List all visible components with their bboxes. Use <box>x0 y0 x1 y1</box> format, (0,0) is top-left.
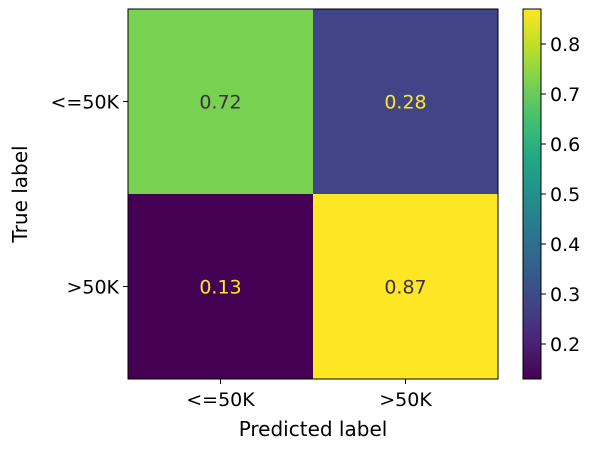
heatmap-cell <box>313 194 498 379</box>
heatmap-cell <box>128 194 313 379</box>
cell-value-label: 0.13 <box>199 277 241 299</box>
plot-frame <box>127 8 499 380</box>
colorbar-tick-label: 0.2 <box>550 334 580 356</box>
colorbar-tick-label: 0.6 <box>550 134 580 156</box>
colorbar <box>522 8 542 380</box>
heatmap-cell <box>313 9 498 194</box>
cell-value-labels: 0.72 0.28 0.13 0.87 <box>199 92 426 299</box>
y-axis-ticks: <=50K >50K <box>51 92 128 299</box>
colorbar-tick-label: 0.8 <box>550 34 580 56</box>
colorbar-tick-label: 0.5 <box>550 184 580 206</box>
x-tick-label: >50K <box>379 389 432 411</box>
colorbar-ticks: 0.2 0.3 0.4 0.5 0.6 0.7 0.8 <box>541 34 580 356</box>
y-axis-label: True label <box>8 145 32 243</box>
colorbar-tick-label: 0.4 <box>550 234 580 256</box>
x-axis-ticks: <=50K >50K <box>186 379 432 411</box>
y-tick-label: <=50K <box>51 92 120 114</box>
y-tick-label: >50K <box>66 277 119 299</box>
x-tick-label: <=50K <box>186 389 255 411</box>
heatmap-cells <box>128 9 498 379</box>
cell-value-label: 0.72 <box>199 92 241 114</box>
colorbar-tick-label: 0.3 <box>550 284 580 306</box>
heatmap-cell <box>128 9 313 194</box>
cell-value-label: 0.28 <box>384 92 426 114</box>
cell-value-label: 0.87 <box>384 277 426 299</box>
x-axis-label: Predicted label <box>239 417 388 441</box>
colorbar-tick-label: 0.7 <box>550 84 580 106</box>
